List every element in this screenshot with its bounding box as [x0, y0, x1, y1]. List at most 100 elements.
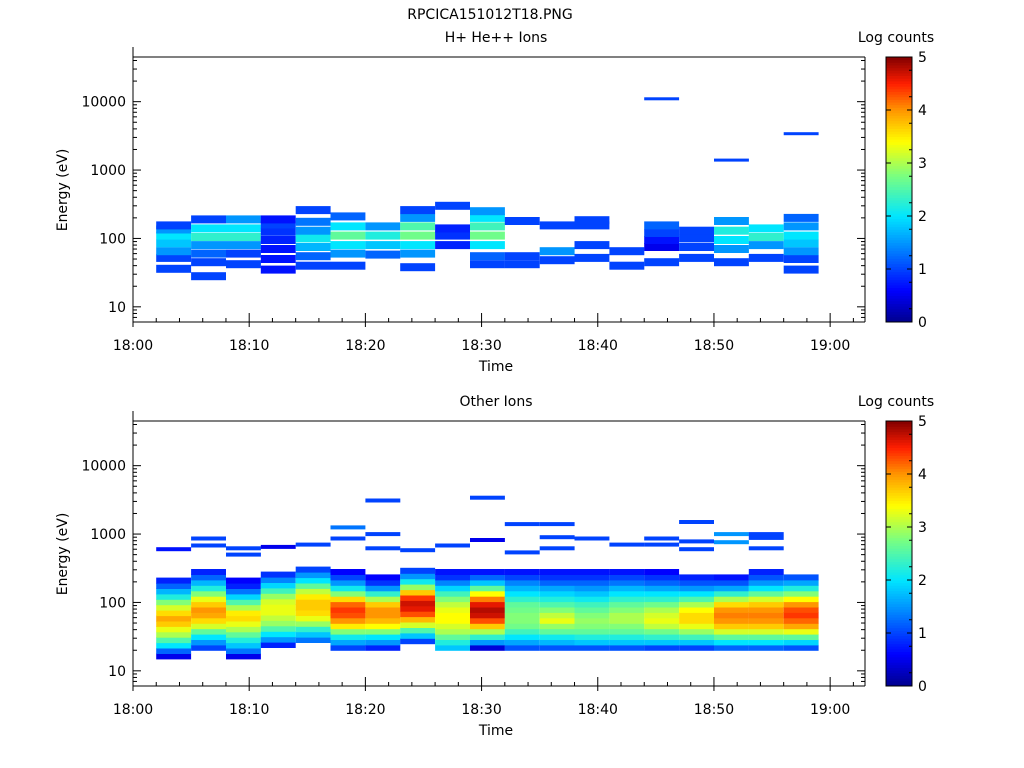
- heatmap-cell: [679, 579, 714, 586]
- x-tick-label: 18:40: [578, 338, 618, 354]
- heatmap-cell: [679, 253, 714, 262]
- heatmap-cell: [330, 601, 366, 608]
- colorbar-swatch: [886, 186, 912, 190]
- heatmap-cell: [574, 628, 610, 635]
- heatmap-cell: [679, 574, 714, 581]
- colorbar-swatch: [886, 303, 912, 307]
- colorbar-label: Log counts: [858, 30, 934, 46]
- colorbar-swatch: [886, 250, 912, 254]
- colorbar-swatch: [886, 542, 912, 547]
- heatmap-cell: [156, 225, 192, 234]
- heatmap-cell: [156, 642, 192, 649]
- heatmap-cell: [644, 258, 680, 267]
- colorbar-swatch: [886, 569, 912, 573]
- heatmap-cell: [609, 601, 645, 608]
- heatmap-cell: [156, 620, 192, 627]
- heatmap-cell: [574, 639, 610, 646]
- colorbar-swatch: [886, 139, 912, 143]
- colorbar-swatch: [886, 431, 912, 435]
- colorbar-swatch: [886, 287, 912, 291]
- heatmap-cell: [226, 604, 261, 611]
- colorbar-swatch: [886, 218, 912, 222]
- colorbar-swatch: [886, 545, 912, 549]
- heatmap-cell: [714, 158, 749, 162]
- colorbar-swatch: [886, 94, 912, 98]
- colorbar-swatch: [886, 593, 912, 597]
- colorbar-swatch: [886, 102, 912, 106]
- colorbar-swatch: [886, 274, 912, 278]
- heatmap-cell: [400, 638, 436, 645]
- colorbar-swatch: [886, 421, 912, 425]
- colorbar-swatch: [886, 582, 912, 586]
- panel-title: Other Ions: [459, 394, 532, 410]
- heatmap-cell: [644, 623, 680, 630]
- heatmap-cell: [644, 601, 680, 608]
- heatmap-cell: [400, 627, 436, 634]
- heatmap-cell: [539, 628, 575, 635]
- heatmap-cell: [295, 542, 331, 547]
- colorbar-swatch: [886, 553, 912, 557]
- x-tick-label: 18:30: [461, 702, 501, 718]
- colorbar-swatch: [886, 168, 912, 172]
- colorbar-swatch: [886, 72, 912, 77]
- heatmap-cell: [504, 612, 540, 619]
- heatmap-cell: [470, 231, 505, 240]
- heatmap-cell: [609, 574, 645, 581]
- heatmap-cell: [435, 590, 470, 597]
- colorbar-swatch: [886, 598, 912, 602]
- colorbar-swatch: [886, 521, 912, 525]
- heatmap-cell: [400, 548, 436, 553]
- heatmap-cell: [191, 536, 226, 541]
- colorbar-swatch: [886, 59, 912, 63]
- heatmap-cell: [574, 617, 610, 624]
- heatmap-cell: [504, 628, 540, 635]
- x-tick-label: 18:00: [113, 338, 153, 354]
- heatmap-cell: [470, 617, 505, 624]
- heatmap-cell: [365, 639, 401, 646]
- colorbar-swatch: [886, 519, 912, 523]
- heatmap-cell: [191, 574, 226, 581]
- heatmap-cell: [748, 224, 784, 233]
- heatmap-cell: [470, 207, 505, 216]
- colorbar-swatch: [886, 662, 912, 666]
- heatmap-cell: [330, 579, 366, 586]
- heatmap-cell: [609, 579, 645, 586]
- colorbar-swatch: [886, 96, 912, 100]
- heatmap-cell: [435, 634, 470, 640]
- heatmap-cell: [609, 606, 645, 613]
- y-axis-label: Energy (eV): [55, 149, 71, 232]
- colorbar-swatch: [886, 242, 912, 246]
- colorbar-swatch: [886, 181, 912, 185]
- heatmap-cell: [330, 590, 366, 597]
- heatmap-cell: [156, 615, 192, 622]
- colorbar-swatch: [886, 633, 912, 637]
- heatmap-cell: [226, 626, 261, 633]
- heatmap-cell: [365, 250, 401, 259]
- heatmap-cell: [260, 642, 296, 648]
- heatmap-cell: [644, 634, 680, 640]
- colorbar-swatch: [886, 255, 912, 259]
- heatmap-cell: [783, 213, 819, 222]
- colorbar-swatch: [886, 611, 912, 615]
- heatmap-cell: [574, 216, 610, 225]
- heatmap-cell: [330, 261, 366, 270]
- heatmap-cell: [191, 634, 226, 640]
- heatmap-cell: [191, 606, 226, 613]
- colorbar-swatch: [886, 659, 912, 663]
- heatmap-cell: [365, 498, 401, 503]
- heatmap-cell: [365, 617, 401, 624]
- heatmap-cells: [156, 97, 819, 281]
- heatmap-cell: [470, 623, 505, 630]
- heatmap-cell: [783, 239, 819, 248]
- heatmap-cell: [330, 249, 366, 258]
- colorbar-label: Log counts: [858, 394, 934, 410]
- colorbar-swatch: [886, 643, 912, 647]
- heatmap-cell: [156, 631, 192, 638]
- heatmap-cell: [504, 569, 540, 575]
- colorbar-swatch: [886, 245, 912, 249]
- colorbar-swatch: [886, 80, 912, 84]
- heatmap-cell: [783, 590, 819, 597]
- colorbar-swatch: [886, 192, 912, 196]
- x-tick-label: 19:00: [810, 702, 850, 718]
- heatmap-cell: [539, 644, 575, 651]
